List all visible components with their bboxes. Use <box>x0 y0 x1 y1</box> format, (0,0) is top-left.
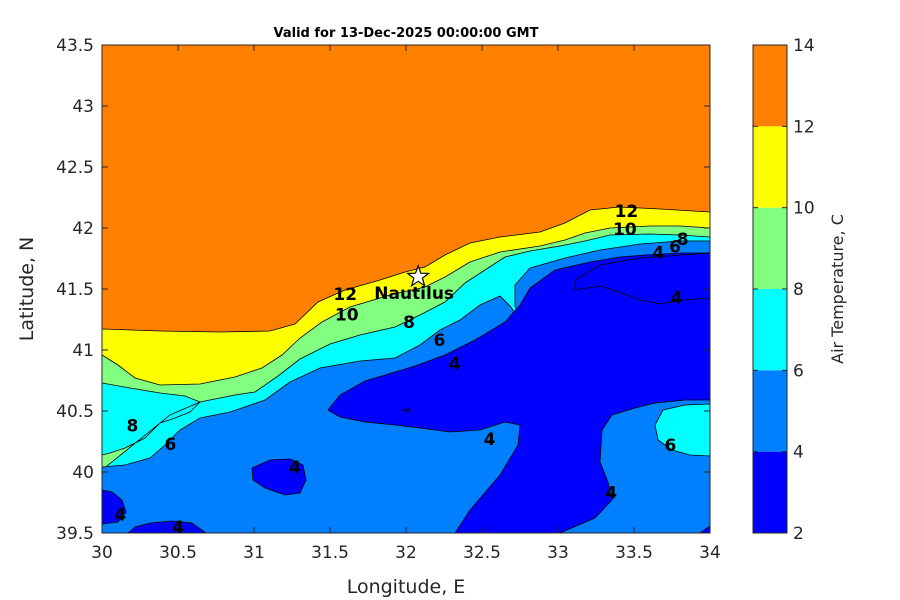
contour-label: 6 <box>669 237 681 257</box>
x-tick-label: 32.5 <box>463 543 501 563</box>
contour-label: 12 <box>615 202 639 222</box>
x-tick-label: 30.5 <box>159 543 197 563</box>
y-tick-label: 43.5 <box>56 36 94 56</box>
y-axis-ticks: 39.5 40 40.5 41 41.5 42 42.5 43 43.5 <box>56 36 710 544</box>
station-name: Nautilus <box>374 284 454 304</box>
colorbar-swatch <box>753 451 787 533</box>
contour-label: 4 <box>449 354 461 374</box>
x-axis-label: Longitude, E <box>347 576 466 598</box>
region-2-4-southwest <box>102 489 127 525</box>
x-tick-label: 32 <box>395 543 417 563</box>
colorbar-tick-label: 10 <box>793 199 815 219</box>
colorbar-tick-label: 8 <box>793 280 804 300</box>
region-2-4-corner <box>699 525 710 533</box>
region-2-4-upper-east <box>574 252 710 305</box>
y-tick-label: 41.5 <box>56 280 94 300</box>
contour-label: 4 <box>289 458 301 478</box>
contour-label: 10 <box>613 220 637 240</box>
x-tick-label: 34 <box>699 543 721 563</box>
y-tick-label: 41 <box>72 341 94 361</box>
contour-label: 4 <box>605 484 617 504</box>
colorbar-tick-label: 14 <box>793 36 815 56</box>
colorbar-swatch <box>753 370 787 452</box>
contour-label: 8 <box>403 313 415 333</box>
colorbar: 2 4 6 8 10 12 14 <box>752 36 815 544</box>
colorbar-tick-label: 6 <box>793 361 804 381</box>
y-tick-label: 40 <box>72 463 94 483</box>
contour-label: 8 <box>126 417 138 437</box>
contour-label: 6 <box>164 435 176 455</box>
chart-title: Valid for 13-Dec-2025 00:00:00 GMT <box>274 26 539 41</box>
contour-label: 4 <box>652 243 664 263</box>
colorbar-tick-label: 2 <box>793 524 804 544</box>
contour-label: 10 <box>335 306 359 326</box>
station-marker-group: Nautilus <box>374 264 454 304</box>
colorbar-swatch <box>753 45 787 127</box>
y-tick-label: 40.5 <box>56 402 94 422</box>
region-2-4-main <box>327 252 710 533</box>
x-tick-label: 30 <box>91 543 113 563</box>
contour-label: 8 <box>677 230 689 250</box>
y-tick-label: 42.5 <box>56 158 94 178</box>
colorbar-swatch <box>753 207 787 289</box>
colorbar-swatch <box>753 126 787 208</box>
plot-area <box>102 45 710 533</box>
region-2-4-speck <box>401 408 410 413</box>
y-axis-label: Latitude, N <box>16 237 38 342</box>
x-tick-label: 33.5 <box>615 543 653 563</box>
region-2-4-island <box>251 458 307 496</box>
contour-label: 4 <box>114 506 126 526</box>
x-tick-label: 31 <box>243 543 265 563</box>
contour-label: 4 <box>484 430 496 450</box>
y-tick-label: 39.5 <box>56 524 94 544</box>
x-axis-ticks: 30 30.5 31 31.5 32 32.5 33 33.5 34 <box>91 45 721 563</box>
region-2-4-south <box>127 520 207 533</box>
x-tick-label: 31.5 <box>311 543 349 563</box>
y-tick-label: 43 <box>72 97 94 117</box>
contour-label: 12 <box>333 285 357 305</box>
colorbar-tick-label: 12 <box>793 117 815 137</box>
x-tick-label: 33 <box>547 543 569 563</box>
contour-label: 6 <box>434 331 446 351</box>
y-tick-label: 42 <box>72 219 94 239</box>
contour-label: 6 <box>665 436 677 456</box>
colorbar-swatch <box>753 289 787 371</box>
station-star-icon <box>406 264 431 288</box>
colorbar-label: Air Temperature, C <box>828 214 847 364</box>
contour-label: 4 <box>671 289 683 309</box>
colorbar-tick-label: 4 <box>793 443 804 463</box>
contour-label: 4 <box>172 518 184 538</box>
region-6-8-southeast <box>654 403 710 457</box>
